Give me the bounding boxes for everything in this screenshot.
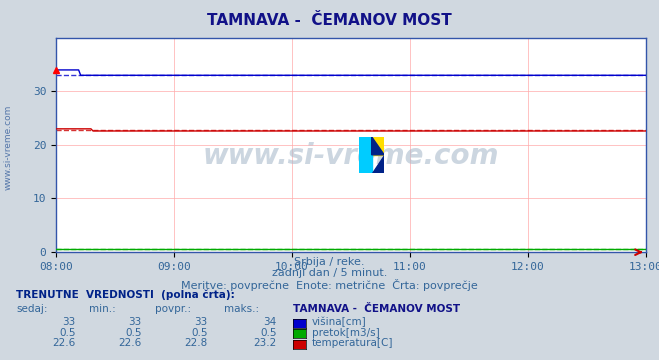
Text: min.:: min.: (89, 304, 116, 314)
Text: povpr.:: povpr.: (155, 304, 191, 314)
Bar (372, 137, 384, 155)
Text: zadnji dan / 5 minut.: zadnji dan / 5 minut. (272, 268, 387, 278)
Text: 33: 33 (194, 317, 208, 327)
Polygon shape (372, 137, 384, 155)
Text: 22.6: 22.6 (119, 338, 142, 348)
Text: 0.5: 0.5 (59, 328, 76, 338)
Text: TAMNAVA -  ČEMANOV MOST: TAMNAVA - ČEMANOV MOST (293, 304, 461, 314)
Text: 22.6: 22.6 (53, 338, 76, 348)
Text: pretok[m3/s]: pretok[m3/s] (312, 328, 380, 338)
Text: 34: 34 (264, 317, 277, 327)
Text: www.si-vreme.com: www.si-vreme.com (3, 105, 13, 190)
Text: 0.5: 0.5 (191, 328, 208, 338)
Text: sedaj:: sedaj: (16, 304, 48, 314)
Text: TAMNAVA -  ČEMANOV MOST: TAMNAVA - ČEMANOV MOST (207, 13, 452, 28)
Bar (359, 137, 372, 155)
Bar (359, 155, 372, 173)
Text: 0.5: 0.5 (125, 328, 142, 338)
Text: Meritve: povprečne  Enote: metrične  Črta: povprečje: Meritve: povprečne Enote: metrične Črta:… (181, 279, 478, 291)
Text: višina[cm]: višina[cm] (312, 317, 366, 327)
Text: 22.8: 22.8 (185, 338, 208, 348)
Text: www.si-vreme.com: www.si-vreme.com (203, 141, 499, 170)
Polygon shape (372, 155, 384, 173)
Text: Srbija / reke.: Srbija / reke. (295, 257, 364, 267)
Text: temperatura[C]: temperatura[C] (312, 338, 393, 348)
Text: 23.2: 23.2 (254, 338, 277, 348)
Text: 33: 33 (129, 317, 142, 327)
Text: 33: 33 (63, 317, 76, 327)
Text: maks.:: maks.: (224, 304, 259, 314)
Text: TRENUTNE  VREDNOSTI  (polna črta):: TRENUTNE VREDNOSTI (polna črta): (16, 290, 235, 300)
Text: 0.5: 0.5 (260, 328, 277, 338)
